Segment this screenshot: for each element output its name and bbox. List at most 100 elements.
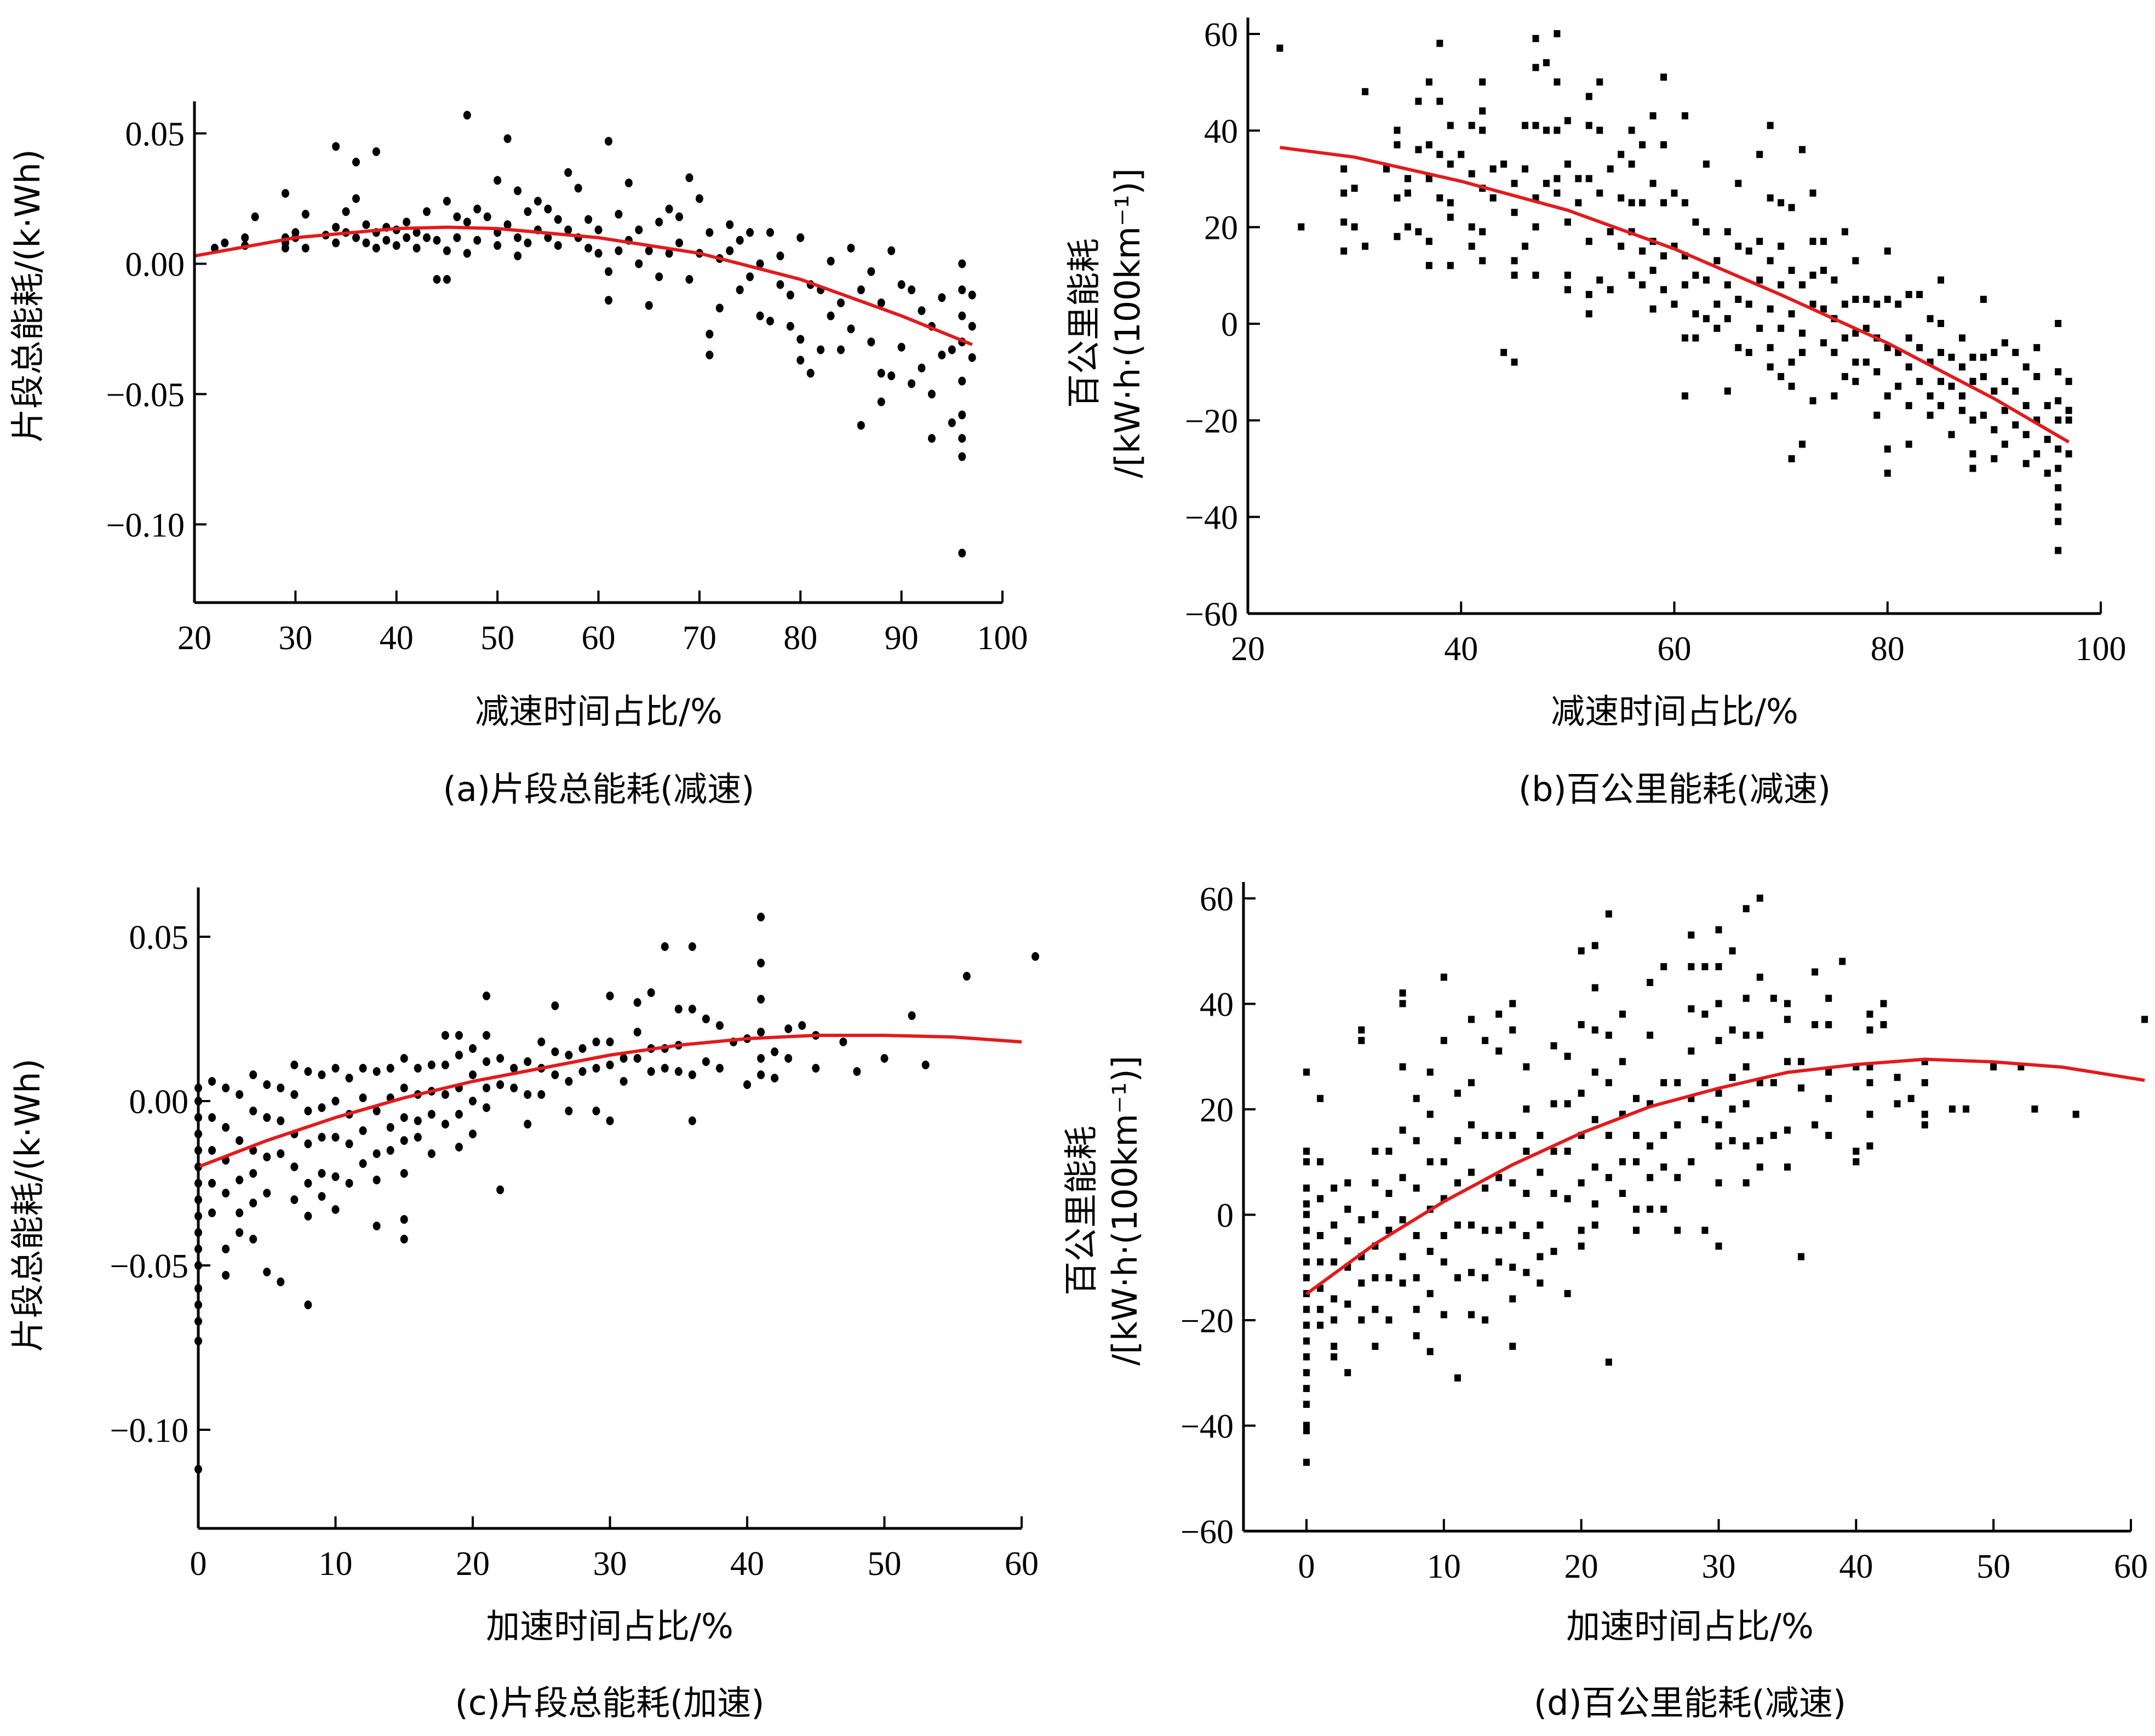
panel-b-point	[1841, 300, 1848, 308]
panel-d-point	[1715, 1179, 1722, 1187]
panel-c-point	[578, 1067, 587, 1076]
panel-b-y-tick-label: 60	[1204, 16, 1238, 54]
panel-b-point	[1969, 416, 1976, 424]
panel-d-point	[1784, 1058, 1791, 1065]
panel-d-point	[1756, 1137, 1763, 1144]
panel-c-point	[372, 1222, 381, 1230]
panel-c-x-tick-label: 0	[190, 1545, 207, 1583]
panel-b-point	[1585, 93, 1592, 100]
panel-d-point	[1866, 1026, 1873, 1034]
panel-d-point	[1523, 1148, 1530, 1155]
panel-c-point	[400, 1235, 408, 1244]
panel-b-point	[2055, 368, 2062, 376]
panel-a-x-tick-label: 20	[177, 620, 211, 657]
panel-c-point	[798, 1021, 806, 1030]
panel-d-point	[1578, 1090, 1585, 1097]
panel-c-point	[441, 1061, 449, 1069]
panel-b-point	[1522, 165, 1529, 173]
panel-a-point	[665, 204, 673, 214]
panel-d-point	[1633, 1132, 1640, 1139]
panel-b-point	[1756, 238, 1763, 245]
panel-c-point	[633, 1054, 641, 1063]
panel-b-point	[1436, 194, 1443, 202]
panel-b-point	[1938, 276, 1945, 284]
panel-a-point	[857, 421, 865, 430]
panel-d-point	[1537, 1168, 1544, 1176]
panel-c-caption: (c)片段总能耗(加速)	[455, 1683, 765, 1723]
panel-a-point	[796, 233, 805, 242]
panel-d-x-tick-label: 0	[1298, 1548, 1315, 1585]
panel-b-point	[1660, 73, 1667, 81]
panel-d-point	[1331, 1184, 1338, 1192]
panel-a-point	[877, 369, 885, 378]
panel-b-point	[1554, 175, 1561, 182]
panel-d-point	[1674, 1227, 1681, 1234]
panel-d-point	[1619, 1010, 1626, 1018]
panel-b-point	[1841, 228, 1848, 236]
panel-c-point	[565, 1077, 573, 1086]
panel-b-point	[1362, 242, 1369, 250]
panel-c-point	[524, 1090, 532, 1099]
panel-d-point	[1798, 1253, 1804, 1261]
panel-d-point	[1426, 1247, 1434, 1255]
panel-d-point	[1825, 1068, 1832, 1076]
panel-d-point	[1756, 973, 1763, 981]
panel-d-point	[1660, 963, 1667, 971]
panel-b-point	[1831, 392, 1838, 400]
panel-b-point	[1404, 175, 1411, 182]
panel-a-point	[776, 280, 784, 289]
panel-b-point	[1468, 223, 1475, 231]
panel-b-point	[1628, 161, 1635, 168]
panel-b-point	[1767, 194, 1774, 202]
panel-c-point	[661, 942, 669, 951]
panel-c-point	[524, 1120, 532, 1128]
panel-a-point	[908, 285, 916, 295]
panel-d-point	[1605, 1079, 1612, 1086]
panel-b-point	[2022, 402, 2030, 409]
panel-d-point	[1426, 1290, 1434, 1297]
panel-d-point	[1825, 994, 1832, 1002]
panel-b-point	[1884, 247, 1891, 255]
panel-d-point	[1509, 1000, 1516, 1007]
panel-a-point	[494, 176, 502, 185]
panel-c-point	[565, 1051, 573, 1059]
panel-d-y-tick-label: 60	[1200, 881, 1234, 918]
panel-c-point	[880, 1054, 889, 1063]
panel-c-point	[469, 1070, 477, 1079]
panel-b-point	[1415, 98, 1422, 105]
panel-d-point	[1550, 1042, 1557, 1050]
panel-a-point	[796, 356, 805, 365]
panel-b-point	[1564, 161, 1571, 168]
panel-d-point	[1564, 1290, 1571, 1297]
panel-d-point	[1619, 1058, 1626, 1065]
panel-b-point	[1681, 199, 1688, 207]
panel-a-point	[443, 246, 451, 255]
panel-d-xlabel: 加速时间占比/%	[1566, 1606, 1814, 1646]
panel-b-point	[1703, 315, 1710, 323]
panel-b-point	[1500, 348, 1508, 356]
panel-d-point	[1454, 1221, 1461, 1229]
panel-c-point	[661, 1064, 669, 1073]
panel-b-x-tick-label: 60	[1658, 631, 1692, 668]
panel-c-point	[222, 1123, 230, 1132]
panel-a-point	[624, 178, 633, 187]
panel-a-point	[746, 228, 754, 237]
panel-b-point	[1969, 377, 1976, 385]
panel-b-point	[1468, 170, 1475, 177]
panel-b-point	[1447, 262, 1454, 270]
panel-d-point	[1660, 1132, 1667, 1139]
panel-b-point	[1362, 88, 1369, 95]
panel-d-point	[1784, 1016, 1791, 1023]
panel-a-point	[837, 345, 845, 354]
panel-a-point	[594, 249, 603, 258]
panel-b-point	[1479, 127, 1486, 134]
panel-d-point	[1688, 1158, 1695, 1166]
panel-d-point	[1564, 1052, 1571, 1060]
panel-c-point	[743, 1080, 751, 1089]
panel-d-point	[1385, 1316, 1392, 1324]
panel-b-y-tick-label: −20	[1185, 403, 1238, 440]
panel-d-point	[1344, 1369, 1351, 1377]
panel-c-point	[427, 1149, 435, 1158]
panel-c-y-tick-label: −0.05	[110, 1248, 188, 1285]
panel-d-point	[1907, 1095, 1915, 1102]
